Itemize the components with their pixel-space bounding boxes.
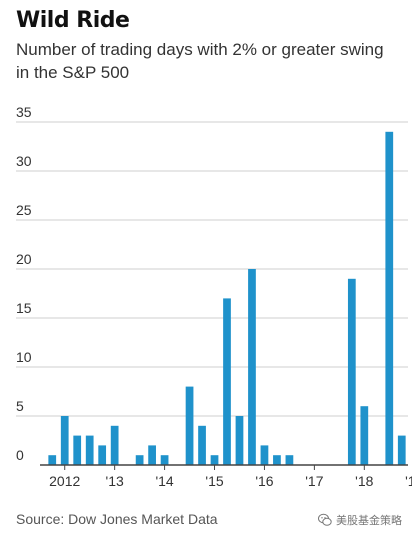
bar [385, 131, 394, 466]
bar [73, 435, 82, 465]
watermark: 美股基金策略 [318, 512, 402, 528]
bar [185, 386, 194, 465]
bar [160, 455, 169, 465]
bar [285, 455, 294, 465]
x-tick-label: 2012 [49, 473, 80, 489]
grid-layer [16, 121, 408, 417]
y-tick-label: 5 [16, 398, 24, 414]
chart-subtitle: Number of trading days with 2% or greate… [16, 40, 384, 82]
bar [110, 425, 119, 465]
bar [48, 455, 57, 465]
bar [85, 435, 94, 465]
bar [273, 455, 281, 465]
bar [148, 445, 156, 465]
y-tick-label: 10 [16, 349, 32, 365]
bar-chart: 0 5 10 15 20 25 30 35 2012 '13 '14 '15 '16 '17 '18 '19 [16, 104, 412, 489]
bar [98, 445, 107, 465]
x-tick-label: '18 [355, 473, 373, 489]
x-tick-label: '16 [255, 473, 273, 489]
bar [223, 298, 231, 465]
bar [135, 455, 144, 465]
bar [235, 416, 244, 465]
bar [210, 455, 219, 465]
y-tick-label: 25 [16, 202, 32, 218]
x-tick-label: '19 [405, 473, 412, 489]
y-tick-label: 35 [16, 104, 32, 120]
y-tick-label: 20 [16, 251, 32, 267]
bar [397, 435, 406, 465]
x-tick-label: '15 [205, 473, 223, 489]
x-tick-label: '13 [106, 473, 124, 489]
chart-title: Wild Ride [16, 8, 130, 33]
y-tick-labels: 0 5 10 15 20 25 30 35 [16, 104, 32, 463]
x-tick-label: '14 [155, 473, 173, 489]
bars [48, 131, 406, 466]
wechat-icon [318, 513, 332, 526]
bar [347, 278, 356, 465]
source-note: Source: Dow Jones Market Data [16, 511, 218, 527]
x-axis [40, 464, 408, 470]
y-tick-label: 0 [16, 447, 24, 463]
x-tick-label: '17 [305, 473, 323, 489]
bar [198, 425, 206, 465]
bar [260, 445, 269, 465]
bar [248, 269, 256, 465]
x-tick-labels: 2012 '13 '14 '15 '16 '17 '18 '19 [49, 473, 412, 489]
bar [60, 416, 69, 465]
y-tick-label: 15 [16, 300, 32, 316]
watermark-text: 美股基金策略 [336, 515, 402, 527]
bar [360, 406, 369, 465]
y-tick-label: 30 [16, 153, 32, 169]
